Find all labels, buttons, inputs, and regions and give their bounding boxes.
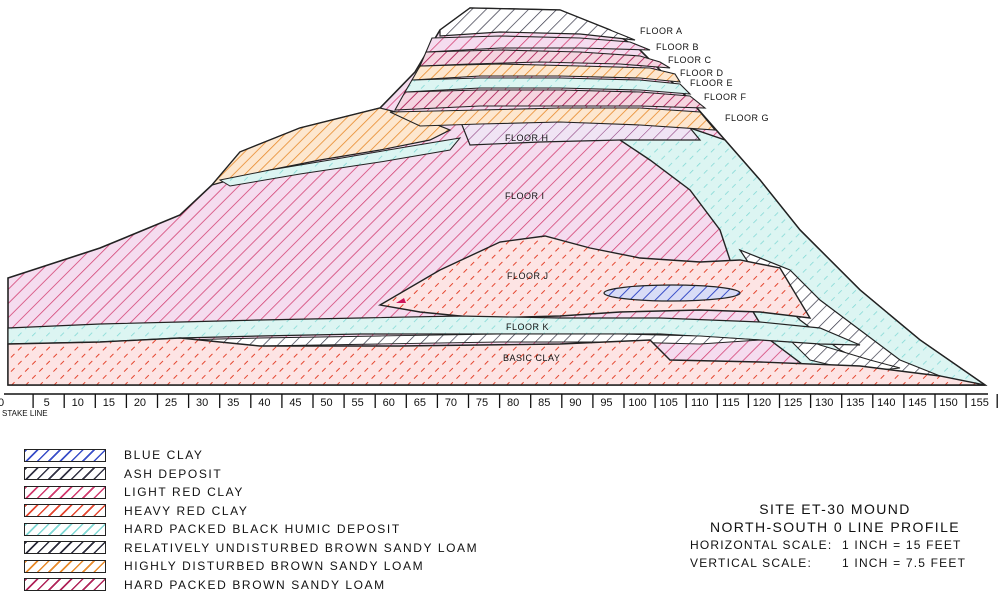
legend-item: HARD PACKED BROWN SANDY LOAM — [24, 576, 478, 595]
stake-tick-label: 100 — [628, 397, 646, 409]
stake-tick-label: 0 — [0, 397, 4, 409]
floor-d-layer — [411, 63, 682, 83]
floor-a-layer — [439, 7, 636, 41]
stake-tick-label: 155 — [970, 397, 988, 409]
legend-swatch — [24, 485, 106, 499]
label-floor-h: FLOOR H — [505, 133, 549, 143]
stake-tick-label: 135 — [846, 397, 864, 409]
stake-tick-label: 30 — [196, 397, 208, 409]
stake-tick-label: 80 — [507, 397, 519, 409]
legend-label: ASH DEPOSIT — [124, 466, 223, 481]
legend-swatch — [24, 522, 106, 536]
stake-tick-label: 40 — [258, 397, 270, 409]
legend-label: HEAVY RED CLAY — [124, 503, 249, 518]
label-floor-k: FLOOR K — [506, 322, 549, 332]
floor-c-layer — [419, 49, 671, 69]
floor-k-layer — [7, 315, 861, 346]
label-floor-i: FLOOR I — [505, 191, 545, 201]
legend-swatch — [24, 448, 106, 462]
stake-tick-label: 25 — [165, 397, 177, 409]
legend-label: LIGHT RED CLAY — [124, 485, 244, 500]
legend-swatch — [24, 467, 106, 481]
vertical-scale: VERTICAL SCALE: 1 INCH = 7.5 FEET — [690, 554, 980, 572]
horizontal-scale: HORIZONTAL SCALE: 1 INCH = 15 FEET — [690, 536, 980, 554]
legend-item: RELATIVELY UNDISTURBED BROWN SANDY LOAM — [24, 539, 478, 558]
blue-clay-lens — [603, 284, 741, 302]
stake-tick-label: 115 — [722, 397, 740, 409]
stake-tick-label: 35 — [227, 397, 239, 409]
label-floor-d: FLOOR D — [680, 68, 724, 78]
legend-swatch — [24, 559, 106, 573]
label-floor-c: FLOOR C — [668, 55, 712, 65]
stake-tick-label: 105 — [659, 397, 677, 409]
legend-item: LIGHT RED CLAY — [24, 483, 478, 502]
stake-tick-label: 10 — [72, 397, 84, 409]
stake-tick-label: 55 — [352, 397, 364, 409]
stake-tick-label: 70 — [445, 397, 457, 409]
stake-tick-label: 120 — [753, 397, 771, 409]
stake-tick-label: 5 — [44, 397, 50, 409]
legend-swatch — [24, 541, 106, 555]
legend-label: BLUE CLAY — [124, 448, 204, 463]
title-block: SITE ET-30 MOUND NORTH-SOUTH 0 LINE PROF… — [690, 500, 980, 572]
red-marker — [396, 298, 406, 303]
legend-label: HARD PACKED BROWN SANDY LOAM — [124, 577, 386, 592]
legend-item: HARD PACKED BLACK HUMIC DEPOSIT — [24, 520, 478, 539]
stake-tick-label: 50 — [320, 397, 332, 409]
stake-tick-label: 45 — [289, 397, 301, 409]
legend-swatch — [24, 578, 106, 592]
floor-e-layer — [404, 77, 692, 95]
stake-tick-label: 20 — [134, 397, 146, 409]
ash-deposit-right-lens — [779, 329, 901, 373]
site-title: SITE ET-30 MOUND — [759, 501, 911, 517]
label-floor-f: FLOOR F — [704, 92, 747, 102]
label-floor-b: FLOOR B — [656, 42, 699, 52]
stake-tick-label: 95 — [600, 397, 612, 409]
vertical-scale-value: 1 INCH = 7.5 FEET — [842, 556, 967, 570]
stake-tick-label: 150 — [939, 397, 957, 409]
vertical-scale-key: VERTICAL SCALE: — [690, 556, 813, 570]
stake-tick-label: 60 — [383, 397, 395, 409]
legend-item: HIGHLY DISTURBED BROWN SANDY LOAM — [24, 557, 478, 576]
floor-g-layer — [389, 107, 717, 131]
stake-tick-label: 75 — [476, 397, 488, 409]
label-basic-clay: BASIC CLAY — [503, 353, 560, 363]
legend-item: BLUE CLAY — [24, 446, 478, 465]
legend-item: ASH DEPOSIT — [24, 465, 478, 484]
label-floor-a: FLOOR A — [640, 26, 683, 36]
stake-tick-label: 110 — [691, 397, 709, 409]
stake-tick-label: 65 — [414, 397, 426, 409]
stake-tick-label: 140 — [877, 397, 895, 409]
stake-tick-label: 90 — [569, 397, 581, 409]
stake-tick-label: 130 — [815, 397, 833, 409]
stake-tick-label: 15 — [103, 397, 115, 409]
stake-line-label: STAKE LINE — [2, 409, 48, 418]
legend: BLUE CLAY ASH DEPOSIT LIGHT RED CLAY HEAVY … — [24, 446, 478, 594]
label-floor-e: FLOOR E — [690, 78, 733, 88]
horizontal-scale-value: 1 INCH = 15 FEET — [842, 538, 962, 552]
legend-item: HEAVY RED CLAY — [24, 502, 478, 521]
legend-label: RELATIVELY UNDISTURBED BROWN SANDY LOAM — [124, 540, 479, 555]
profile-title: NORTH-SOUTH 0 LINE PROFILE — [709, 519, 961, 535]
basic-clay-layer — [7, 337, 986, 386]
mound-profile-drawing: FLOOR A FLOOR B FLOOR C FLOOR D FLOOR E … — [0, 7, 998, 418]
label-floor-g: FLOOR G — [725, 113, 769, 123]
legend-label: HIGHLY DISTURBED BROWN SANDY LOAM — [124, 559, 425, 574]
humic-band-left — [218, 137, 462, 187]
floor-f-layer — [394, 89, 707, 111]
stake-tick-label: 145 — [908, 397, 926, 409]
legend-label: HARD PACKED BLACK HUMIC DEPOSIT — [124, 522, 401, 537]
label-floor-j: FLOOR J — [507, 271, 549, 281]
legend-swatch — [24, 504, 106, 518]
stake-tick-label: 125 — [784, 397, 802, 409]
stake-tick-label: 85 — [538, 397, 550, 409]
horizontal-scale-key: HORIZONTAL SCALE: — [690, 538, 833, 552]
stake-tick-group: 0 5 10 15 20 25 30 35 40 45 50 55 60 65 70 75 80 85 90 95 10… — [0, 394, 998, 409]
floor-b-layer — [425, 35, 651, 53]
